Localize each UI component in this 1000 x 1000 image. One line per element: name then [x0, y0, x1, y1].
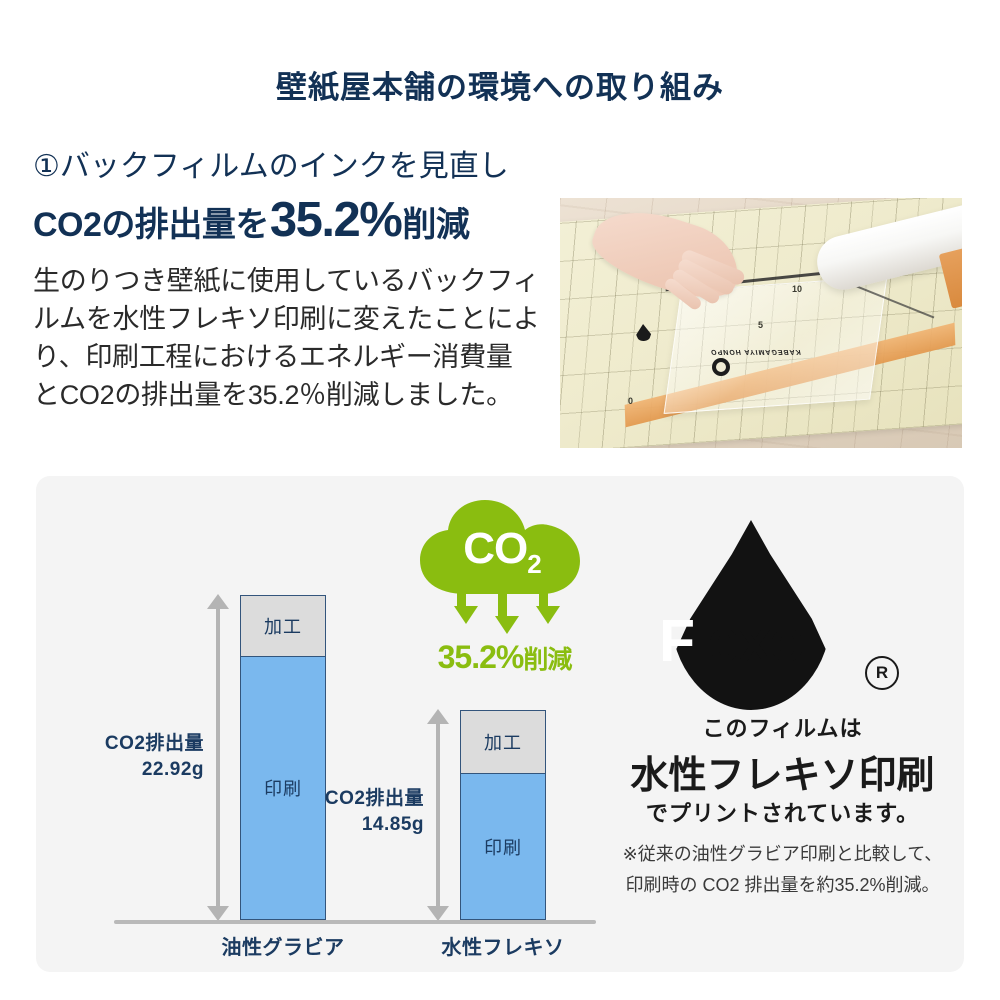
product-photo: KABEGAMIYA HONPO 0 5 10: [560, 198, 962, 448]
photo-ruler-tick: 0: [628, 396, 634, 406]
flexo-printed-with: でプリントされています。: [645, 801, 920, 826]
intro-body: 生のりつき壁紙に使用しているバックフィ ルムを水性フレキソ印刷に変えたことによ …: [33, 262, 540, 415]
reduction-word: 削減: [523, 646, 572, 674]
axis-label-gravure: 油性グラビア: [221, 937, 345, 959]
intro-headline: CO2の排出量を 35.2% 削減: [33, 192, 538, 248]
arrow-up-icon: [427, 709, 449, 724]
chart-baseline: [114, 920, 596, 924]
flexo-logo-wordmark: Flexo: [659, 612, 889, 671]
co2-emission-bar-chart: 加工 印刷 加工 印刷 CO2排出量 22.92g CO2排出量 14.85g …: [36, 476, 596, 972]
flexo-note-line-2: 印刷時の CO2 排出量を約35.2%削減。: [625, 875, 940, 895]
arrow-down-icon: [427, 906, 449, 921]
photo-film-seal-icon: [712, 358, 730, 376]
emission-value: 14.85g: [361, 814, 424, 836]
flexo-certification-block: Flexo R このフィルムは 水性フレキソ印刷 でプリントされています。 ※従…: [601, 506, 964, 946]
down-arrow-stem: [457, 590, 466, 608]
intro-block: ①バックフィルムのインクを見直し CO2の排出量を 35.2% 削減 生のりつき…: [33, 150, 540, 415]
arrow-up-icon: [207, 594, 229, 609]
headline-suffix: 削減: [402, 205, 470, 244]
emission-value: 22.92g: [141, 759, 204, 781]
down-arrow-icon: [495, 616, 519, 634]
bar-gravure-segment-process: 加工: [241, 596, 325, 657]
intro-body-line: とCO2の排出量を35.2％削減しました。: [33, 380, 513, 411]
emission-caption: CO2排出量: [324, 788, 424, 809]
headline-prefix: CO2の排出量を: [33, 205, 269, 244]
photo-film-brand-text: KABEGAMIYA HONPO: [709, 348, 802, 355]
bar-gravure-segment-print: 印刷: [241, 657, 325, 919]
bar-flexo-segment-process: 加工: [461, 711, 545, 774]
cloud-co2-text: CO: [463, 524, 528, 573]
flexo-logo-f: F: [659, 608, 695, 674]
emission-label-gravure: CO2排出量 22.92g: [84, 731, 204, 783]
arrow-shaft: [216, 608, 220, 906]
down-arrow-icon: [536, 606, 560, 624]
page-title: 壁紙屋本舗の環境への取り組み: [276, 70, 724, 105]
bar-flexo: 加工 印刷: [460, 710, 546, 920]
flexo-note-line-1: ※従来の油性グラビア印刷と比較して、: [622, 844, 943, 864]
flexo-logo-lexo: lexo: [693, 608, 805, 674]
cloud-co2-label: CO2: [412, 524, 592, 580]
cloud-co2-subscript: 2: [527, 548, 542, 579]
axis-label-flexo: 水性フレキソ: [441, 937, 565, 959]
reduction-text: 35.2%削減: [402, 639, 607, 676]
photo-ruler-tick: 10: [792, 284, 803, 294]
down-arrow-stem: [498, 590, 507, 618]
flexo-print-method: 水性フレキソ印刷: [630, 755, 935, 797]
down-arrow-icon: [454, 606, 478, 624]
emission-caption: CO2排出量: [104, 733, 204, 754]
photo-ruler-tick: 5: [758, 320, 764, 330]
cloud-icon: [420, 500, 580, 594]
arrow-shaft: [436, 723, 440, 906]
reduction-number: 35.2%: [437, 639, 525, 675]
arrow-down-icon: [207, 906, 229, 921]
flexo-intro-text: このフィルムは: [702, 716, 863, 741]
bar-flexo-segment-print: 印刷: [461, 774, 545, 919]
co2-reduction-badge: CO2 35.2%削減: [402, 498, 607, 688]
intro-body-line: り、印刷工程におけるエネルギー消費量: [33, 342, 513, 373]
intro-body-line: ルムを水性フレキソ印刷に変えたことによ: [33, 303, 540, 334]
registered-trademark-icon: R: [865, 656, 899, 690]
intro-subheading: ①バックフィルムのインクを見直し: [33, 150, 509, 183]
bar-gravure: 加工 印刷: [240, 595, 326, 920]
eco-summary-panel: 加工 印刷 加工 印刷 CO2排出量 22.92g CO2排出量 14.85g …: [36, 476, 964, 972]
intro-body-line: 生のりつき壁紙に使用しているバックフィ: [33, 265, 540, 296]
down-arrow-stem: [539, 590, 548, 608]
headline-number: 35.2%: [269, 192, 403, 247]
emission-label-flexo: CO2排出量 14.85g: [304, 786, 424, 838]
